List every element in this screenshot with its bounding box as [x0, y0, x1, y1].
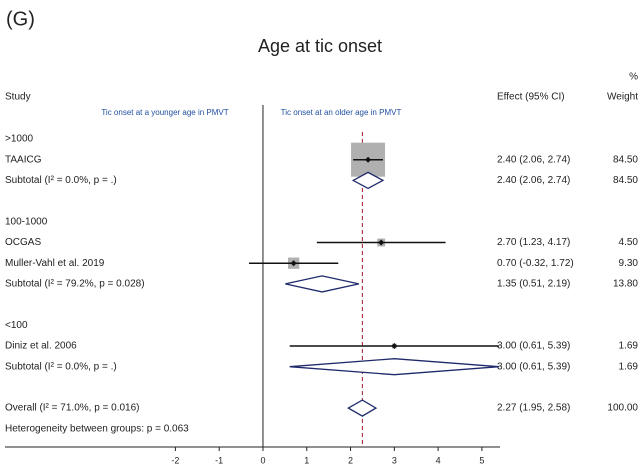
x-tick-label: 2 — [348, 455, 353, 465]
effect-label: 0.70 (-0.32, 1.72) — [497, 258, 574, 269]
weight-label: 4.50 — [619, 237, 639, 248]
chart-title: Age at tic onset — [258, 36, 382, 56]
effect-label: 1.35 (0.51, 2.19) — [497, 279, 570, 290]
weight-header: Weight — [607, 92, 638, 103]
weight-label: 1.69 — [619, 341, 639, 352]
point-estimate — [290, 260, 297, 267]
diamond — [351, 171, 385, 190]
row-label: TAAICG — [5, 154, 42, 165]
row-label: 100-1000 — [5, 216, 48, 227]
row-label: Subtotal (I² = 79.2%, p = 0.028) — [5, 279, 145, 290]
row-label: >1000 — [5, 134, 34, 145]
effect-label: 2.40 (2.06, 2.74) — [497, 175, 570, 186]
study-header: Study — [5, 92, 31, 103]
effect-header: Effect (95% CI) — [497, 92, 565, 103]
diamond — [285, 275, 360, 293]
x-tick-label: -1 — [215, 455, 223, 465]
point-estimate — [391, 343, 398, 349]
x-tick-label: 0 — [260, 455, 265, 465]
effect-label: 3.00 (0.61, 5.39) — [497, 361, 570, 372]
row-label: Heterogeneity between groups: p = 0.063 — [5, 423, 189, 434]
x-tick-label: -2 — [171, 455, 179, 465]
row-label: Subtotal (I² = 0.0%, p = .) — [5, 361, 117, 372]
row-label: OCGAS — [5, 237, 41, 248]
effect-label: 2.27 (1.95, 2.58) — [497, 403, 570, 414]
weight-label: 1.69 — [619, 361, 639, 372]
weight-unit: % — [629, 72, 638, 83]
effect-label: 3.00 (0.61, 5.39) — [497, 341, 570, 352]
weight-label: 13.80 — [613, 279, 638, 290]
weight-label: 100.00 — [607, 403, 638, 414]
direction-label: Tic onset at an older age in PMVT — [281, 108, 402, 117]
direction-label: Tic onset at a younger age in PMVT — [101, 108, 228, 117]
row-label: Overall (I² = 71.0%, p = 0.016) — [5, 403, 140, 414]
panel-label: (G) — [6, 8, 35, 30]
row-label: <100 — [5, 320, 28, 331]
weight-label: 9.30 — [619, 258, 639, 269]
x-tick-label: 5 — [479, 455, 484, 465]
diamond — [347, 399, 378, 417]
x-tick-label: 4 — [436, 455, 441, 465]
effect-label: 2.40 (2.06, 2.74) — [497, 154, 570, 165]
point-estimate — [378, 239, 385, 246]
effect-label: 2.70 (1.23, 4.17) — [497, 237, 570, 248]
weight-label: 84.50 — [613, 175, 638, 186]
weight-label: 84.50 — [613, 154, 638, 165]
row-label: Subtotal (I² = 0.0%, p = .) — [5, 175, 117, 186]
x-tick-label: 3 — [392, 455, 397, 465]
row-label: Diniz et al. 2006 — [5, 341, 77, 352]
row-label: Muller-Vahl et al. 2019 — [5, 258, 105, 269]
x-tick-label: 1 — [304, 455, 309, 465]
diamond — [289, 358, 500, 376]
point-estimate — [365, 156, 372, 163]
